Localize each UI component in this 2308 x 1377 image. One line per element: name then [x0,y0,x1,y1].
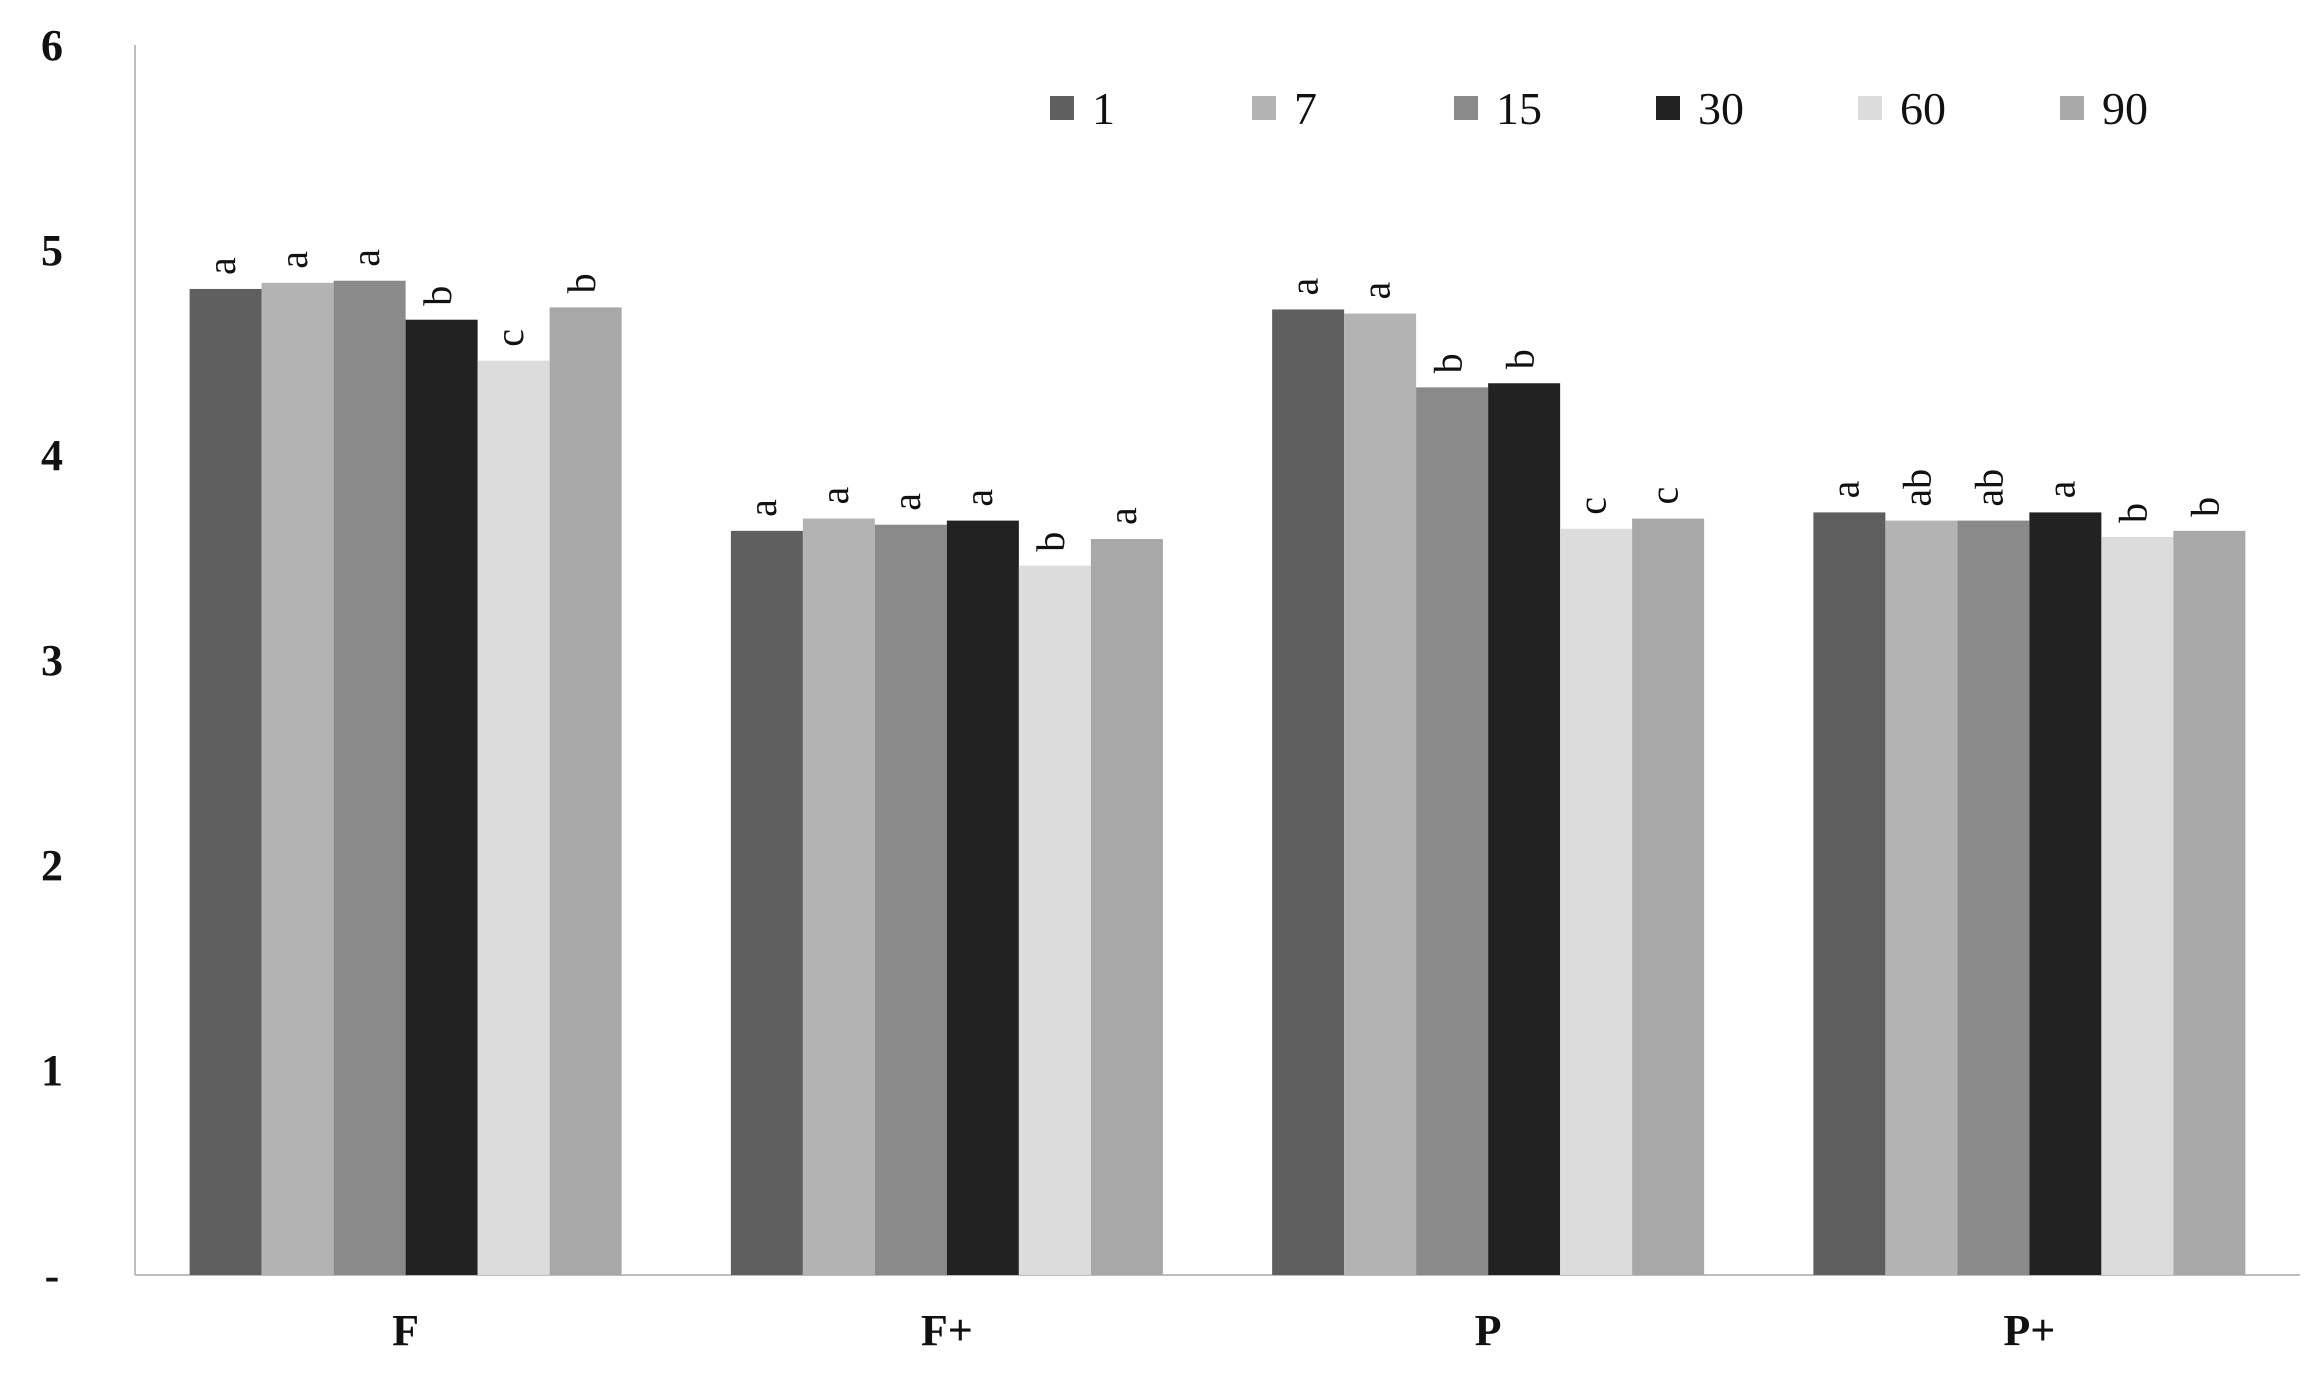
bar [946,520,1019,1275]
significance-letter: a [1100,507,1145,525]
legend-swatch [1656,96,1680,120]
significance-letter: a [2039,480,2084,498]
significance-letter: a [1823,480,1868,498]
bar [477,360,550,1275]
significance-letter: a [1353,282,1398,300]
bar [2173,530,2246,1275]
significance-letter: c [487,329,532,347]
legend-swatch [2060,96,2084,120]
bar [2101,537,2174,1275]
y-tick-label: 2 [41,841,63,890]
significance-letter: a [1281,277,1326,295]
legend: 1 7 15 30 60 90 [1050,83,2148,134]
bar [333,280,406,1275]
bar [549,307,622,1275]
significance-letter: a [271,251,316,269]
y-tick-label: 3 [41,636,63,685]
legend-swatch [1454,96,1478,120]
y-tick-label: 5 [41,226,63,275]
legend-label: 15 [1496,83,1542,134]
significance-letter: b [2183,497,2228,517]
bar [730,530,803,1275]
legend-label: 90 [2102,83,2148,134]
bar [1560,528,1633,1275]
bar [1090,539,1163,1275]
legend-label: 1 [1092,83,1115,134]
y-tick-label: - [45,1251,60,1300]
bar [874,524,947,1275]
bar [1344,313,1417,1275]
significance-letter: b [1425,353,1470,373]
bar [1488,383,1561,1275]
legend-swatch [1252,96,1276,120]
x-category-label: F [392,1306,419,1355]
significance-letter: b [1497,349,1542,369]
bar [261,282,334,1275]
bar [1813,512,1886,1275]
bars [189,280,2246,1276]
y-tick-label: 1 [41,1046,63,1095]
bar [1018,565,1091,1275]
bar [2029,512,2102,1275]
legend-label: 60 [1900,83,1946,134]
bar [189,288,262,1275]
bar [802,518,875,1275]
bar [1632,518,1705,1275]
bar [1957,520,2030,1275]
x-category-label: P [1475,1306,1502,1355]
significance-letter: ab [1967,469,2012,507]
significance-letter: a [740,499,785,517]
significance-letter: b [415,286,460,306]
significance-letter: b [559,273,604,293]
significance-letter: b [2111,503,2156,523]
significance-letter: a [199,257,244,275]
legend-label: 7 [1294,83,1317,134]
x-category-label: F+ [921,1306,973,1355]
x-category-label: P+ [2003,1306,2055,1355]
bar [1272,309,1345,1275]
significance-letter: a [884,493,929,511]
legend-swatch [1050,96,1074,120]
significance-letter: a [956,489,1001,507]
y-tick-label: 4 [41,431,63,480]
significance-letter: ab [1895,469,1940,507]
bar [405,319,478,1275]
bar [1416,387,1489,1276]
y-tick-label: 6 [41,21,63,70]
legend-swatch [1858,96,1882,120]
significance-letter: b [1028,532,1073,552]
bar [1885,520,1958,1275]
legend-label: 30 [1698,83,1744,134]
significance-letter: c [1569,497,1614,515]
significance-letter: a [812,487,857,505]
significance-letter: c [1641,487,1686,505]
significance-letter: a [343,249,388,267]
